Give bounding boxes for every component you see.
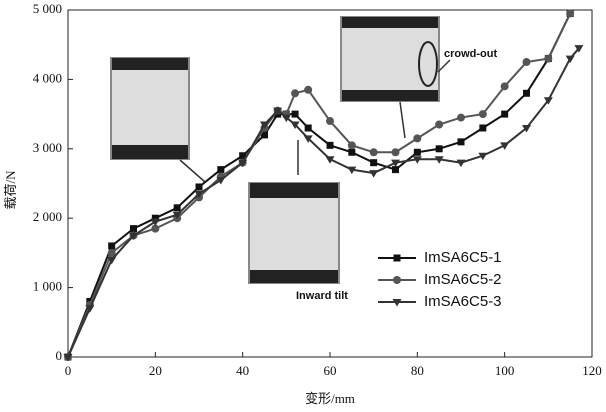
marker <box>392 299 402 307</box>
x-tick-label: 60 <box>324 363 337 378</box>
legend-label: ImSA6C5-3 <box>424 293 502 310</box>
marker <box>434 156 444 164</box>
marker <box>291 89 300 98</box>
marker <box>391 159 400 168</box>
marker <box>63 354 73 362</box>
x-tick-label: 120 <box>582 363 602 378</box>
y-tick-label: 3 000 <box>33 140 62 155</box>
marker <box>457 138 465 146</box>
marker <box>273 107 283 116</box>
y-tick-label: 4 000 <box>33 70 62 85</box>
marker <box>479 124 487 132</box>
marker <box>413 134 422 143</box>
marker <box>260 121 269 130</box>
marker <box>522 124 531 133</box>
marker <box>456 159 466 168</box>
marker <box>393 254 401 262</box>
marker <box>85 305 95 313</box>
legend-label: ImSA6C5-1 <box>424 249 502 266</box>
series-line <box>67 13 572 358</box>
marker <box>261 131 268 139</box>
annotation: Inward tilt <box>296 290 348 302</box>
marker <box>543 97 553 105</box>
x-axis-label: 变形/mm <box>305 391 355 406</box>
marker <box>151 214 159 222</box>
marker <box>500 142 510 150</box>
photo-inset <box>340 16 440 102</box>
marker <box>150 218 160 227</box>
marker <box>413 148 421 156</box>
marker <box>347 166 357 175</box>
marker <box>238 159 248 168</box>
marker <box>565 55 575 64</box>
marker <box>457 113 465 122</box>
marker <box>566 9 575 18</box>
marker <box>291 110 299 118</box>
marker <box>391 148 400 157</box>
marker <box>326 141 334 149</box>
legend-label: ImSA6C5-2 <box>424 271 502 288</box>
marker <box>290 121 300 130</box>
y-tick-label: 2 000 <box>33 209 62 224</box>
marker <box>173 204 181 212</box>
marker <box>522 58 531 67</box>
y-tick-label: 0 <box>56 348 63 363</box>
marker <box>172 211 182 220</box>
marker <box>544 54 553 63</box>
marker <box>501 110 509 118</box>
marker <box>478 152 488 161</box>
marker <box>435 145 443 153</box>
marker <box>347 141 356 150</box>
marker <box>216 177 226 185</box>
marker <box>304 85 313 94</box>
marker <box>239 152 247 160</box>
x-tick-label: 40 <box>236 363 249 378</box>
marker <box>303 135 313 143</box>
y-tick-label: 1 000 <box>33 279 62 294</box>
arrows <box>179 59 451 183</box>
x-tick-label: 100 <box>495 363 515 378</box>
y-axis-label: 载荷/N <box>3 170 18 210</box>
marker <box>412 156 422 164</box>
marker <box>393 276 401 284</box>
marker <box>369 148 378 157</box>
marker <box>500 82 509 91</box>
marker <box>574 45 584 53</box>
marker <box>369 170 379 178</box>
marker <box>523 89 530 97</box>
marker <box>304 124 312 132</box>
marker <box>435 120 444 129</box>
marker <box>325 156 335 164</box>
annotation: crowd-out <box>444 48 497 60</box>
marker <box>217 166 225 174</box>
marker <box>195 183 203 191</box>
x-tick-label: 0 <box>65 363 72 378</box>
marker <box>194 190 204 199</box>
marker <box>392 166 399 174</box>
marker <box>151 224 160 233</box>
marker <box>107 256 117 265</box>
marker <box>281 114 291 123</box>
photo-inset <box>248 182 340 284</box>
marker <box>108 242 116 250</box>
marker <box>129 232 138 241</box>
marker <box>370 159 378 167</box>
photo-inset <box>110 57 190 160</box>
x-tick-label: 80 <box>411 363 424 378</box>
marker <box>107 248 116 257</box>
marker <box>348 148 356 156</box>
y-tick-label: 5 000 <box>33 1 62 16</box>
marker <box>478 110 487 119</box>
marker <box>326 117 334 126</box>
x-tick-label: 20 <box>149 363 162 378</box>
marker <box>130 225 137 233</box>
